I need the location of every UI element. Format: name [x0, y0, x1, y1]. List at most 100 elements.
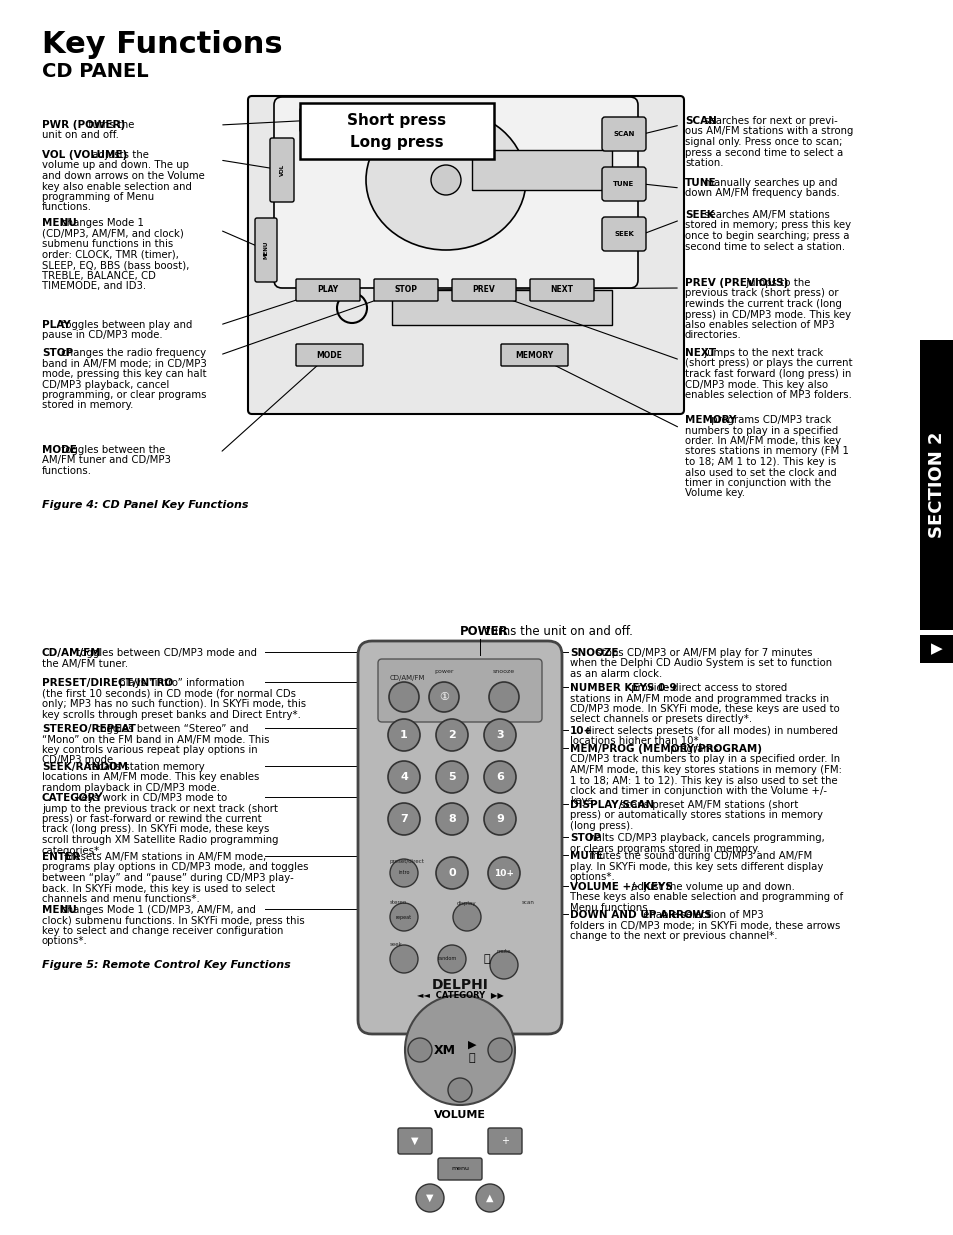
- Text: the AM/FM tuner.: the AM/FM tuner.: [42, 658, 128, 668]
- Text: second time to select a station.: second time to select a station.: [684, 242, 844, 252]
- Text: STOP: STOP: [42, 348, 73, 358]
- Text: DISPLAY/SCAN: DISPLAY/SCAN: [569, 800, 654, 810]
- Text: (the first 10 seconds) in CD mode (for normal CDs: (the first 10 seconds) in CD mode (for n…: [42, 688, 295, 699]
- Text: NUMBER KEYS 0-9: NUMBER KEYS 0-9: [569, 683, 676, 693]
- Text: 3: 3: [496, 730, 503, 740]
- Text: changes Mode 1 (CD/MP3, AM/FM, and: changes Mode 1 (CD/MP3, AM/FM, and: [57, 905, 255, 915]
- Text: programming of Menu: programming of Menu: [42, 191, 154, 203]
- Text: also enables selection of MP3: also enables selection of MP3: [684, 320, 834, 330]
- Text: enables selection of MP3 folders.: enables selection of MP3 folders.: [684, 390, 851, 400]
- Text: channels and menu functions*.: channels and menu functions*.: [42, 894, 199, 904]
- FancyBboxPatch shape: [357, 641, 561, 1034]
- Text: intro: intro: [397, 871, 410, 876]
- Text: TUNE: TUNE: [613, 182, 634, 186]
- Text: ▼: ▼: [411, 1136, 418, 1146]
- Circle shape: [490, 951, 517, 979]
- FancyBboxPatch shape: [437, 1158, 481, 1179]
- Text: SEEK: SEEK: [614, 231, 634, 237]
- Text: order. In AM/FM mode, this key: order. In AM/FM mode, this key: [684, 436, 841, 446]
- Text: enable selection of MP3: enable selection of MP3: [639, 910, 763, 920]
- Text: MODE: MODE: [315, 351, 341, 359]
- FancyBboxPatch shape: [254, 219, 276, 282]
- Text: ◄◄  CATEGORY  ▶▶: ◄◄ CATEGORY ▶▶: [416, 990, 503, 999]
- Text: as an alarm clock.: as an alarm clock.: [569, 669, 661, 679]
- Text: CD/MP3 playback, cancel: CD/MP3 playback, cancel: [42, 379, 169, 389]
- Text: PWR (POWER): PWR (POWER): [42, 120, 125, 130]
- Text: CD PANEL: CD PANEL: [42, 62, 149, 82]
- Text: CD/MP3 mode. This key also: CD/MP3 mode. This key also: [684, 379, 827, 389]
- Text: folders in CD/MP3 mode; in SKYFi mode, these arrows: folders in CD/MP3 mode; in SKYFi mode, t…: [569, 920, 840, 930]
- Text: presets AM/FM stations in AM/FM mode,: presets AM/FM stations in AM/FM mode,: [61, 852, 267, 862]
- Text: CD/MP3 mode.: CD/MP3 mode.: [42, 756, 116, 766]
- Text: 1: 1: [399, 730, 408, 740]
- Text: keys work in CD/MP3 mode to: keys work in CD/MP3 mode to: [73, 793, 227, 803]
- Text: CD/MP3 mode. In SKYFi mode, these keys are used to: CD/MP3 mode. In SKYFi mode, these keys a…: [569, 704, 839, 714]
- FancyBboxPatch shape: [374, 279, 437, 301]
- Text: SCAN: SCAN: [684, 116, 716, 126]
- Text: DELPHI: DELPHI: [431, 978, 488, 992]
- Text: adjusts the: adjusts the: [89, 149, 149, 161]
- Text: PREV: PREV: [472, 285, 495, 294]
- Bar: [919, 635, 953, 663]
- Text: pause in CD/MP3 mode.: pause in CD/MP3 mode.: [42, 331, 162, 341]
- Text: rewinds the current track (long: rewinds the current track (long: [684, 299, 841, 309]
- Text: TREBLE, BALANCE, CD: TREBLE, BALANCE, CD: [42, 270, 155, 280]
- Bar: [919, 340, 953, 630]
- Text: MEMORY: MEMORY: [684, 415, 736, 425]
- Text: options*.: options*.: [42, 936, 88, 946]
- Text: stores stations in memory (FM 1: stores stations in memory (FM 1: [684, 447, 848, 457]
- Text: recalls station memory: recalls station memory: [85, 762, 205, 772]
- Text: CD/MP3 track numbers to play in a specified order. In: CD/MP3 track numbers to play in a specif…: [569, 755, 840, 764]
- Text: MENU: MENU: [263, 241, 268, 259]
- Circle shape: [388, 761, 419, 793]
- Text: ous AM/FM stations with a strong: ous AM/FM stations with a strong: [684, 126, 853, 137]
- Text: options*.: options*.: [569, 872, 615, 882]
- Text: press) in CD/MP3 mode. This key: press) in CD/MP3 mode. This key: [684, 310, 850, 320]
- Text: repeat: repeat: [395, 914, 412, 920]
- Text: change to the next or previous channel*.: change to the next or previous channel*.: [569, 931, 777, 941]
- FancyBboxPatch shape: [377, 659, 541, 722]
- Text: changes Mode 1: changes Mode 1: [57, 219, 143, 228]
- Text: play. In SKYFi mode, this key sets different display: play. In SKYFi mode, this key sets diffe…: [569, 862, 822, 872]
- Text: SNOOZE: SNOOZE: [569, 648, 618, 658]
- Text: MEM/PROG (MEMORY/PROGRAM): MEM/PROG (MEMORY/PROGRAM): [569, 743, 761, 755]
- Text: Short press: Short press: [347, 112, 446, 128]
- Text: toggles between the: toggles between the: [57, 445, 165, 454]
- Text: signal only. Press once to scan;: signal only. Press once to scan;: [684, 137, 841, 147]
- Text: jumps to the next track: jumps to the next track: [700, 348, 822, 358]
- Text: MODE: MODE: [42, 445, 77, 454]
- Text: band in AM/FM mode; in CD/MP3: band in AM/FM mode; in CD/MP3: [42, 358, 207, 368]
- Text: searches for next or previ-: searches for next or previ-: [700, 116, 837, 126]
- Text: (long press).: (long press).: [569, 821, 633, 831]
- Text: categories*.: categories*.: [42, 846, 103, 856]
- FancyBboxPatch shape: [397, 1128, 432, 1153]
- Text: ①: ①: [438, 692, 449, 701]
- Circle shape: [448, 1078, 472, 1102]
- Text: press) or automatically stores stations in memory: press) or automatically stores stations …: [569, 810, 822, 820]
- Text: directories.: directories.: [684, 331, 741, 341]
- Text: plays “intro” information: plays “intro” information: [116, 678, 244, 688]
- Text: PWR: PWR: [309, 117, 325, 122]
- Text: scroll through XM Satellite Radio programming: scroll through XM Satellite Radio progra…: [42, 835, 278, 845]
- Text: stereo: stereo: [390, 900, 407, 905]
- Text: ⏸: ⏸: [468, 1053, 475, 1063]
- Circle shape: [390, 945, 417, 973]
- Circle shape: [436, 719, 468, 751]
- Text: programs play options in CD/MP3 mode, and toggles: programs play options in CD/MP3 mode, an…: [42, 862, 308, 872]
- Text: PREV (PREVIOUS): PREV (PREVIOUS): [684, 278, 787, 288]
- Text: key controls various repeat play options in: key controls various repeat play options…: [42, 745, 257, 755]
- Bar: [472, 149, 612, 190]
- Text: +: +: [500, 1136, 509, 1146]
- Text: halts CD/MP3 playback, cancels programming,: halts CD/MP3 playback, cancels programmi…: [585, 832, 823, 844]
- Text: back. In SKYFi mode, this key is used to select: back. In SKYFi mode, this key is used to…: [42, 883, 275, 893]
- Text: programs: programs: [667, 743, 719, 755]
- Text: ▲: ▲: [486, 1193, 494, 1203]
- Text: jumps to the: jumps to the: [742, 278, 810, 288]
- Circle shape: [390, 903, 417, 931]
- Circle shape: [431, 165, 460, 195]
- Text: mutes the sound during CD/MP3 and AM/FM: mutes the sound during CD/MP3 and AM/FM: [585, 851, 811, 861]
- FancyBboxPatch shape: [299, 107, 334, 132]
- Text: NEXT: NEXT: [550, 285, 573, 294]
- Text: 2: 2: [448, 730, 456, 740]
- Text: direct selects presets (for all modes) in numbered: direct selects presets (for all modes) i…: [581, 726, 837, 736]
